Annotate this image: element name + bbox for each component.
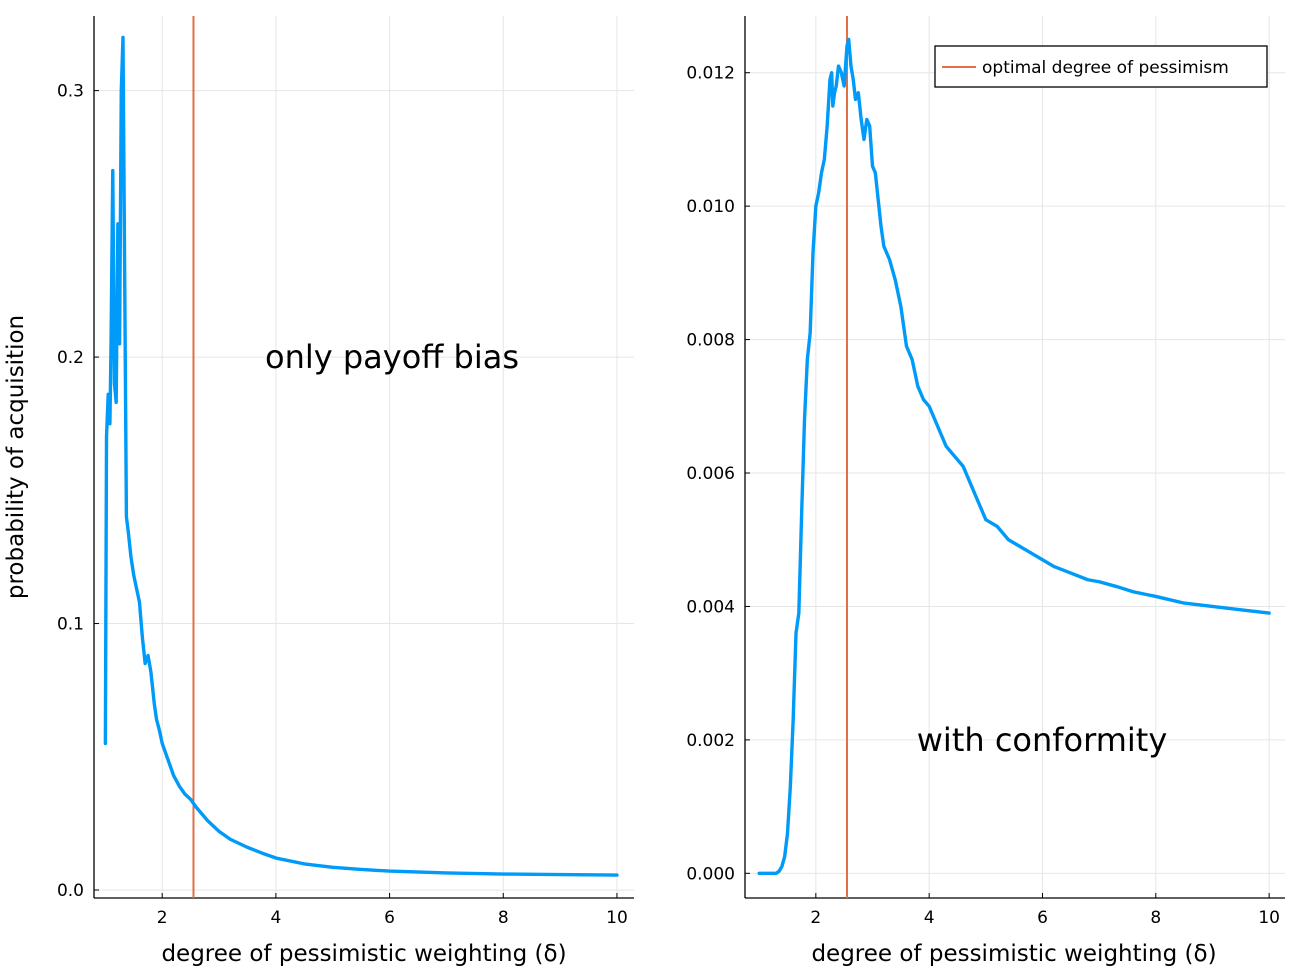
y-tick-label: 0.012 bbox=[686, 64, 735, 84]
x-tick-label: 8 bbox=[498, 908, 509, 928]
x-tick-label: 6 bbox=[384, 908, 395, 928]
x-tick-label: 6 bbox=[1037, 908, 1048, 928]
y-tick-label: 0.008 bbox=[686, 331, 735, 351]
legend: optimal degree of pessimism bbox=[934, 45, 1268, 88]
annotation-right: with conformity bbox=[917, 721, 1168, 759]
series-line-right bbox=[757, 37, 1271, 876]
x-tick-label: 4 bbox=[270, 908, 281, 928]
y-tick-label: 0.2 bbox=[57, 348, 84, 368]
left-panel: 2 4 6 8 10 0.0 0.1 0.2 0.3 degree of pessimistic… bbox=[3, 16, 634, 967]
left-ticks: 2 4 6 8 10 0.0 0.1 0.2 0.3 bbox=[57, 82, 628, 928]
right-grid bbox=[745, 16, 1285, 898]
x-tick-label: 2 bbox=[157, 908, 168, 928]
y-tick-label: 0.0 bbox=[57, 881, 84, 901]
y-axis-label-left: probability of acquisition bbox=[3, 315, 29, 599]
y-tick-label: 0.004 bbox=[686, 597, 735, 617]
x-tick-label: 8 bbox=[1150, 908, 1161, 928]
x-tick-label: 10 bbox=[606, 908, 628, 928]
x-tick-label: 2 bbox=[810, 908, 821, 928]
y-tick-label: 0.3 bbox=[57, 82, 84, 102]
series-line-left bbox=[103, 35, 619, 877]
x-axis-label-right: degree of pessimistic weighting (δ) bbox=[811, 941, 1216, 967]
y-tick-label: 0.002 bbox=[686, 731, 735, 751]
annotation-left: only payoff bias bbox=[265, 338, 519, 376]
y-tick-label: 0.1 bbox=[57, 615, 84, 635]
y-tick-label: 0.000 bbox=[686, 864, 735, 884]
right-ticks: 2 4 6 8 10 0.000 0.002 0.004 0.006 0.008 0.010 0.01… bbox=[686, 64, 1280, 928]
left-grid bbox=[94, 16, 634, 898]
left-axes bbox=[93, 16, 634, 899]
x-axis-label-left: degree of pessimistic weighting (δ) bbox=[161, 941, 566, 967]
y-tick-label: 0.006 bbox=[686, 464, 735, 484]
legend-label: optimal degree of pessimism bbox=[982, 58, 1229, 78]
legend-box bbox=[934, 45, 1268, 88]
right-panel: 2 4 6 8 10 0.000 0.002 0.004 0.006 0.008 0.010 0.01… bbox=[686, 16, 1285, 967]
y-tick-label: 0.010 bbox=[686, 197, 735, 217]
x-tick-label: 4 bbox=[924, 908, 935, 928]
x-tick-label: 10 bbox=[1258, 908, 1280, 928]
right-axes bbox=[744, 16, 1285, 899]
